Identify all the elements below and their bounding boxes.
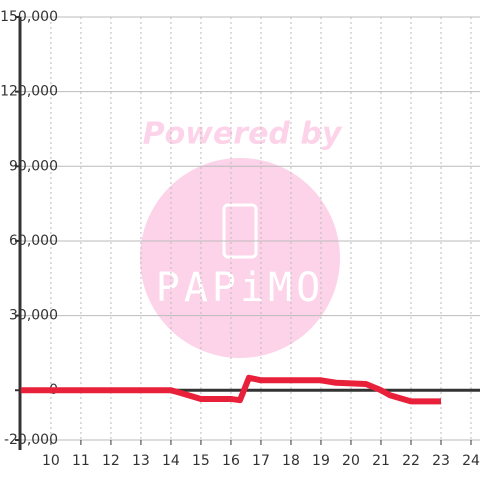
line (20, 374, 441, 405)
x-tick-label: 12 (102, 453, 120, 469)
y-tick-label: 120,000 (0, 84, 58, 100)
watermark-icon (222, 203, 258, 259)
x-tick-label: 20 (342, 453, 360, 469)
y-tick-label: 90,000 (9, 158, 58, 174)
x-tick-label: 17 (252, 453, 270, 469)
x-tick-label: 21 (372, 453, 390, 469)
y-tick-label: -20,000 (4, 432, 58, 448)
y-tick-label: 150,000 (0, 9, 58, 25)
watermark-logo: PAPiMO (156, 265, 325, 311)
x-tick-label: 10 (42, 453, 60, 469)
y-tick-label: 60,000 (9, 233, 58, 249)
x-tick-label: 18 (282, 453, 300, 469)
x-tick-label: 14 (162, 453, 180, 469)
x-tick-label: 15 (192, 453, 210, 469)
x-tick-label: 24 (462, 453, 480, 469)
x-tick-label: 13 (132, 453, 150, 469)
watermark-text: Powered by (143, 117, 343, 152)
x-tick-label: 23 (432, 453, 450, 469)
x-tick-label: 16 (222, 453, 240, 469)
y-tick-label: 30,000 (9, 308, 58, 324)
x-tick-label: 11 (72, 453, 90, 469)
x-tick-label: 19 (312, 453, 330, 469)
x-tick-label: 22 (402, 453, 420, 469)
